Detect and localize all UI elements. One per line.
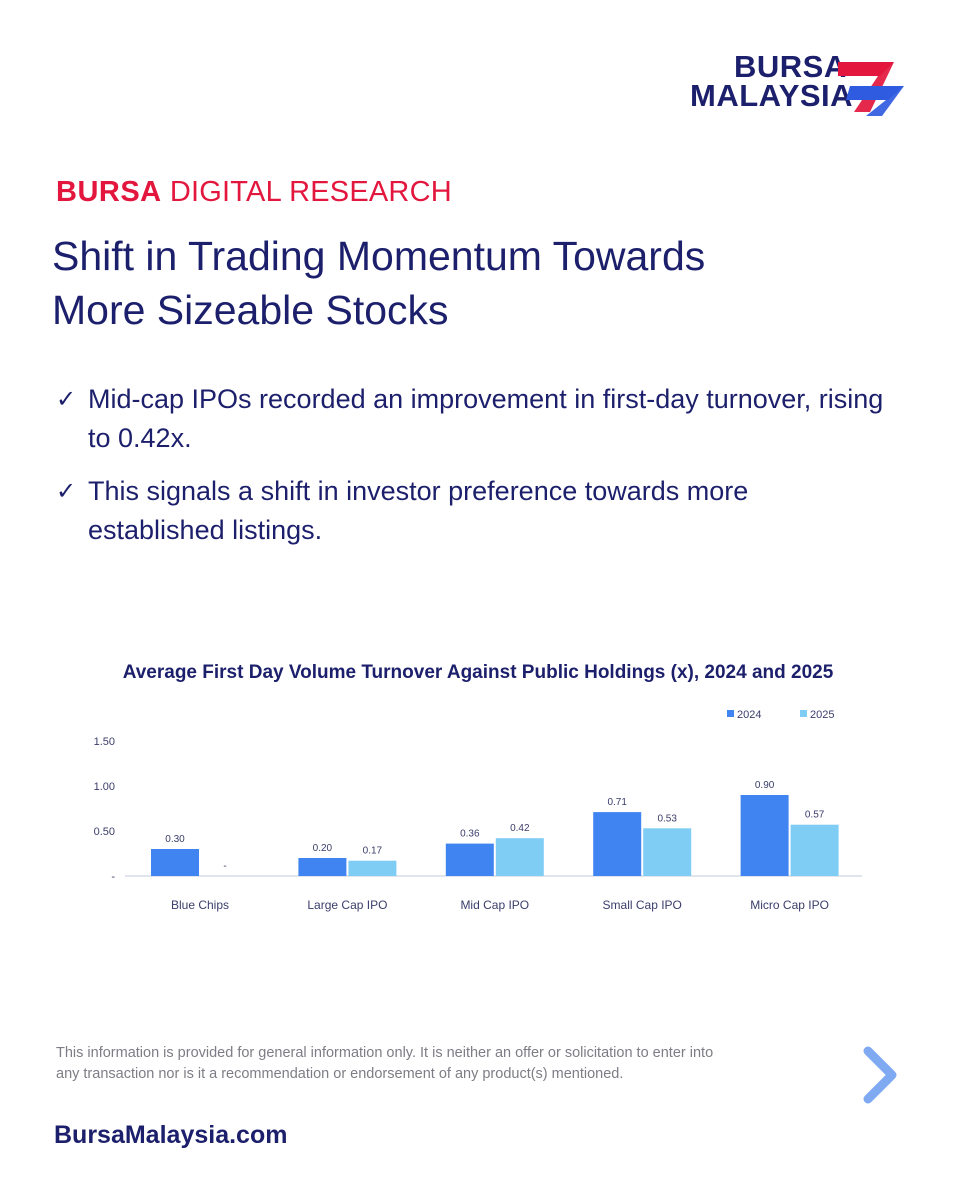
chevron-right-icon[interactable] <box>858 1043 902 1107</box>
legend-swatch-2025 <box>800 710 807 717</box>
x-tick-label: Micro Cap IPO <box>750 898 829 912</box>
key-point-text: Mid-cap IPOs recorded an improvement in … <box>88 384 884 453</box>
bar-2024 <box>445 843 494 876</box>
legend-swatch-2024 <box>727 710 734 717</box>
logo-line-1: BURSA <box>734 49 847 84</box>
data-label: 0.30 <box>165 834 185 845</box>
logo-wordmark: BURSA MALAYSIA <box>690 49 854 113</box>
bursa-malaysia-logo: BURSA MALAYSIA <box>690 49 910 122</box>
page-title: Shift in Trading Momentum Towards More S… <box>52 229 912 337</box>
bar-2024 <box>298 858 347 876</box>
chart-title: Average First Day Volume Turnover Agains… <box>122 662 834 683</box>
key-point: ✓ Mid-cap IPOs recorded an improvement i… <box>56 380 886 458</box>
data-label: 0.57 <box>805 810 825 821</box>
bar-2024 <box>151 849 199 876</box>
legend-label-2025: 2025 <box>810 709 834 721</box>
logo-mark-icon <box>838 62 904 116</box>
data-label: 0.71 <box>607 797 627 808</box>
checkmark-icon: ✓ <box>56 386 77 413</box>
page-title-line-1: Shift in Trading Momentum Towards <box>52 233 706 279</box>
website-link[interactable]: BursaMalaysia.com <box>54 1121 288 1149</box>
bar-chart: - 0.50 1.00 1.50 2024 2025 0.30 - Blue Chips 0.20… <box>94 709 862 912</box>
data-label: 0.17 <box>363 846 383 857</box>
key-point: ✓ This signals a shift in investor prefe… <box>56 472 886 550</box>
disclaimer-text: This information is provided for general… <box>56 1045 714 1082</box>
y-tick-label: - <box>111 871 115 883</box>
data-label: 0.20 <box>313 843 333 854</box>
bar-2025 <box>495 838 544 876</box>
data-label: 0.53 <box>657 813 677 824</box>
bar-2025 <box>790 824 839 876</box>
x-tick-label: Blue Chips <box>171 898 229 912</box>
eyebrow-bold: BURSA <box>56 176 162 208</box>
data-label: 0.42 <box>510 823 530 834</box>
eyebrow-label: BURSA DIGITAL RESEARCH <box>56 176 452 209</box>
key-points: ✓ Mid-cap IPOs recorded an improvement i… <box>56 380 886 564</box>
x-tick-label: Large Cap IPO <box>307 898 387 912</box>
bar-2024 <box>740 795 789 876</box>
legend-label-2024: 2024 <box>737 709 761 721</box>
page-title-line-2: More Sizeable Stocks <box>52 287 449 333</box>
y-tick-label: 1.50 <box>94 736 115 748</box>
y-tick-label: 0.50 <box>94 826 115 838</box>
data-label: - <box>223 861 226 872</box>
y-tick-label: 1.00 <box>94 781 115 793</box>
eyebrow-rest: DIGITAL RESEARCH <box>161 176 452 208</box>
x-tick-label: Small Cap IPO <box>603 898 682 912</box>
data-label: 0.36 <box>460 829 480 840</box>
bar-2025 <box>348 860 397 876</box>
bar-2024 <box>593 812 642 876</box>
key-point-text: This signals a shift in investor prefere… <box>88 476 749 545</box>
bar-2025 <box>643 828 692 876</box>
checkmark-icon: ✓ <box>56 478 77 505</box>
logo-line-2: MALAYSIA <box>690 78 854 113</box>
data-label: 0.90 <box>755 780 775 791</box>
x-tick-label: Mid Cap IPO <box>460 898 529 912</box>
